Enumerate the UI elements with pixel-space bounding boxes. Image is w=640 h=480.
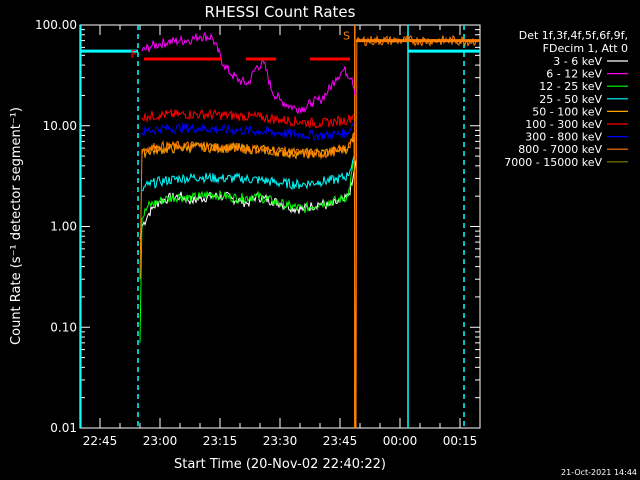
y-tick-label: 100.00 <box>35 18 77 32</box>
legend-entry-label: 100 - 300 keV <box>525 118 602 131</box>
legend-entry-label: 800 - 7000 keV <box>518 143 602 156</box>
x-tick-label: 23:00 <box>143 434 178 448</box>
series-line-12-25-kev <box>139 160 355 343</box>
x-axis-label: Start Time (20-Nov-02 22:40:22) <box>174 457 386 472</box>
state-markers: FS <box>130 30 350 61</box>
series-line-300-800-kev <box>141 121 355 142</box>
legend-entry-label: 50 - 100 keV <box>532 105 602 118</box>
legend: Det 1f,3f,4f,5f,6f,9f, FDecim 1, Att 0 3… <box>504 29 628 169</box>
x-tick-label: 23:30 <box>263 434 298 448</box>
legend-entry-label: 12 - 25 keV <box>539 80 602 93</box>
state-marker-s: S <box>343 30 350 43</box>
legend-header-1: Det 1f,3f,4f,5f,6f,9f, <box>519 29 628 42</box>
y-tick-label: 0.01 <box>50 421 77 435</box>
legend-entry-label: 300 - 800 keV <box>525 131 602 144</box>
series-line-25-50-kev <box>141 155 355 192</box>
legend-entry-label: 25 - 50 keV <box>539 93 602 106</box>
state-marker-f: F <box>130 48 136 61</box>
state-bars <box>80 39 480 61</box>
x-tick-label: 00:00 <box>383 434 418 448</box>
y-tick-label: 0.10 <box>50 320 77 334</box>
legend-header-2: FDecim 1, Att 0 <box>543 42 628 55</box>
footer-timestamp: 21-Oct-2021 14:44 <box>561 468 637 477</box>
x-tick-label: 23:45 <box>323 434 358 448</box>
y-axis-label: Count Rate (s⁻¹ detector segment⁻¹) <box>9 107 24 345</box>
legend-entry-label: 7000 - 15000 keV <box>504 156 602 169</box>
chart-title: RHESSI Count Rates <box>205 3 356 21</box>
axis-ticks <box>79 24 481 429</box>
y-tick-label: 10.00 <box>43 119 77 133</box>
y-tick-labels: 100.00 10.00 1.00 0.10 0.01 <box>35 18 77 435</box>
x-tick-labels: 22:45 23:00 23:15 23:30 23:45 00:00 00:15 <box>83 434 478 448</box>
y-tick-label: 1.00 <box>50 220 77 234</box>
series-line-50-100-kev <box>141 135 355 160</box>
series-line-6-12-kev <box>141 31 357 114</box>
x-tick-label: 00:15 <box>443 434 478 448</box>
x-tick-label: 23:15 <box>203 434 238 448</box>
legend-entry-label: 6 - 12 keV <box>546 68 602 81</box>
series-line-100-300-kev <box>141 108 355 129</box>
legend-entry-label: 3 - 6 keV <box>553 55 602 68</box>
x-tick-label: 22:45 <box>83 434 118 448</box>
